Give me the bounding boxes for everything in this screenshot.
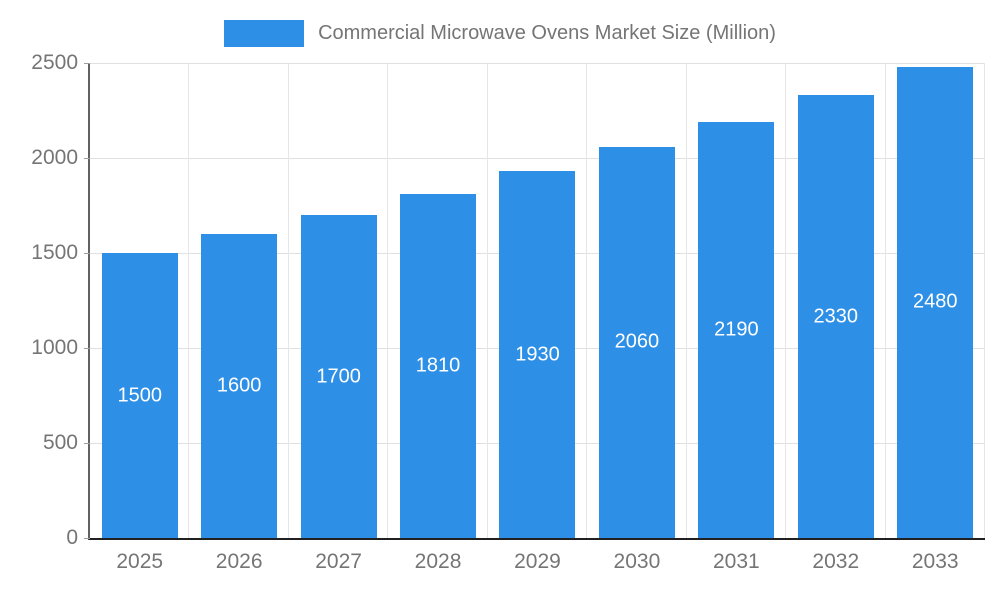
bar-cell: 2330 [786,63,885,538]
v-gridline [387,63,389,538]
bar-2028: 1810 [400,194,477,538]
bar-cell: 2480 [886,63,985,538]
bar-cell: 2060 [587,63,686,538]
x-tick-label: 2025 [116,550,164,573]
bar-value-label: 1500 [117,384,162,406]
bar-value-label: 2330 [813,305,859,328]
bar-2029: 1930 [499,171,576,538]
legend-swatch [224,20,305,47]
x-tick-label: 2031 [712,550,760,573]
y-tick-label: 2500 [31,51,78,74]
y-tick-label: 500 [42,431,78,454]
bar-value-label: 2480 [912,290,958,313]
bar-value-label: 1810 [415,354,461,377]
v-gridline [486,63,488,538]
x-tick-label: 2027 [315,550,362,573]
bar-2026: 1600 [201,234,278,538]
x-tick-label: 2030 [613,550,661,573]
bar-2025: 1500 [101,253,178,538]
bars-layer: 1500 1600 1700 1810 1930 2060 2190 2330 2480 [90,63,985,538]
y-tick-mark [84,158,90,159]
x-axis: 2025 2026 2027 2028 2029 2030 2031 2032 2033 [90,550,985,574]
bar-value-label: 1600 [216,374,262,397]
legend-label: Commercial Microwave Ovens Market Size (… [318,22,776,44]
y-tick-mark [84,538,90,539]
x-tick-label: 2028 [414,550,462,573]
bar-value-label: 2190 [714,318,759,341]
v-gridline [586,63,588,538]
bar-2030: 2060 [598,146,675,538]
v-gridline [984,63,985,538]
bar-cell: 2190 [687,63,786,538]
bar-2031: 2190 [698,121,775,538]
bar-2032: 2330 [797,95,874,538]
bar-cell: 1930 [488,63,587,538]
h-gridline [90,158,985,159]
y-tick-label: 1000 [31,336,78,359]
y-tick-mark [84,63,90,64]
bar-value-label: 2060 [614,330,660,353]
y-tick-label: 1500 [31,241,78,264]
y-axis: 0 500 1000 1500 2000 2500 [31,51,985,549]
y-tick-mark [84,348,90,349]
bar-value-label: 1700 [316,365,361,387]
bar-2033: 2480 [897,66,974,538]
plot-area: 1500 1600 1700 1810 1930 2060 2190 2330 2480 0 50… [31,51,985,573]
x-tick-label: 2029 [514,550,561,573]
y-tick-label: 2000 [31,146,78,169]
x-tick-label: 2033 [911,550,959,573]
bar-cell: 1500 [90,63,189,538]
y-tick-mark [84,253,90,254]
chart-legend: Commercial Microwave Ovens Market Size (… [0,20,1000,47]
v-gridline [785,63,787,538]
bar-2027: 1700 [300,215,377,538]
v-gridline [884,63,886,538]
y-tick-mark [84,443,90,444]
y-tick-label: 0 [66,526,78,549]
bar-cell: 1600 [189,63,288,538]
x-tick-label: 2026 [215,550,263,573]
x-tick-label: 2032 [812,550,860,573]
bar-cell: 1700 [289,63,388,538]
h-gridline [90,63,985,64]
v-gridline [188,63,190,538]
v-gridline [287,63,289,538]
v-gridline [685,63,687,538]
bar-value-label: 1930 [515,343,560,366]
bar-cell: 1810 [388,63,487,538]
